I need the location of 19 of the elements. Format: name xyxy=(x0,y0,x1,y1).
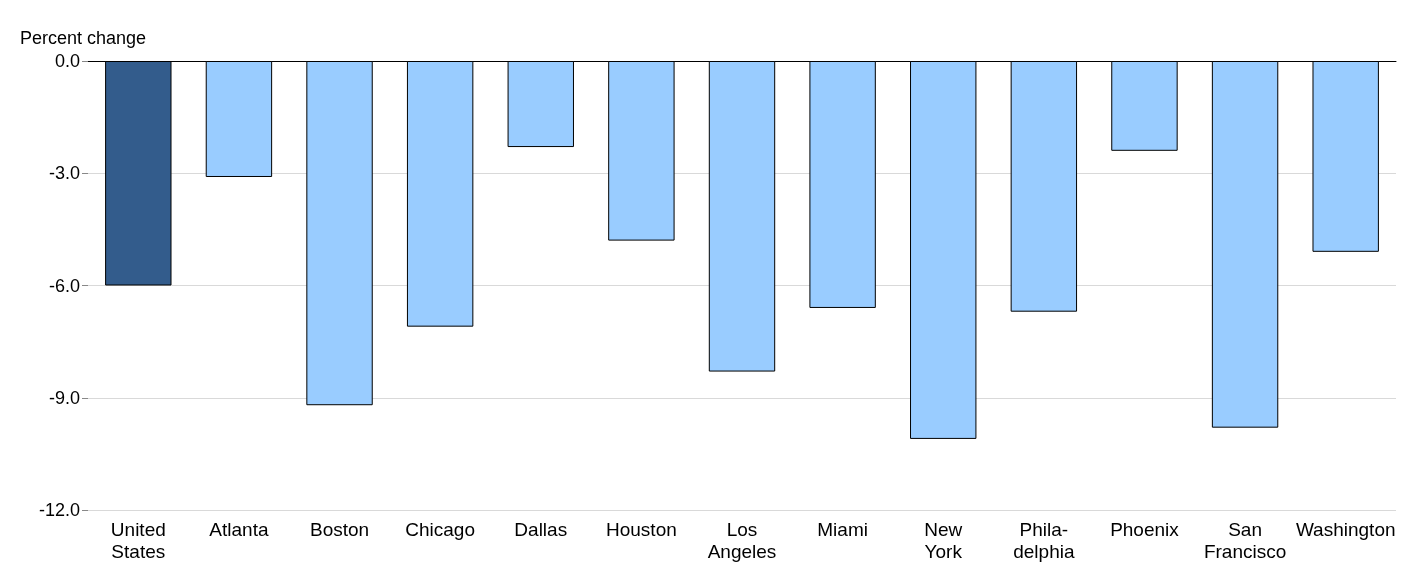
x-tick-label: Washington xyxy=(1295,518,1396,540)
y-tick-label: -9.0 xyxy=(48,387,80,408)
y-tick-label: 0.0 xyxy=(54,51,80,71)
x-tick-label: Houston xyxy=(605,518,677,540)
y-axis-title: Percent change xyxy=(20,28,147,48)
x-tick-label: New York xyxy=(924,518,963,562)
x-tick-label: Phila- delphia xyxy=(1013,518,1075,562)
x-tick-label: Boston xyxy=(309,518,370,540)
x-tick-label: Miami xyxy=(817,518,868,540)
x-tick-label: Dallas xyxy=(514,518,568,540)
x-tick-label: Chicago xyxy=(405,518,476,540)
y-tick-label: -12.0 xyxy=(38,500,80,520)
x-tick-label: United States xyxy=(110,518,166,562)
x-tick-label: Los Angeles xyxy=(707,518,777,562)
x-tick-label: Atlanta xyxy=(209,518,269,540)
y-tick-label: -3.0 xyxy=(48,163,80,184)
x-tick-label: San Francisco xyxy=(1203,518,1287,562)
x-tick-label: Phoenix xyxy=(1110,518,1180,540)
y-tick-label: -6.0 xyxy=(48,275,80,296)
